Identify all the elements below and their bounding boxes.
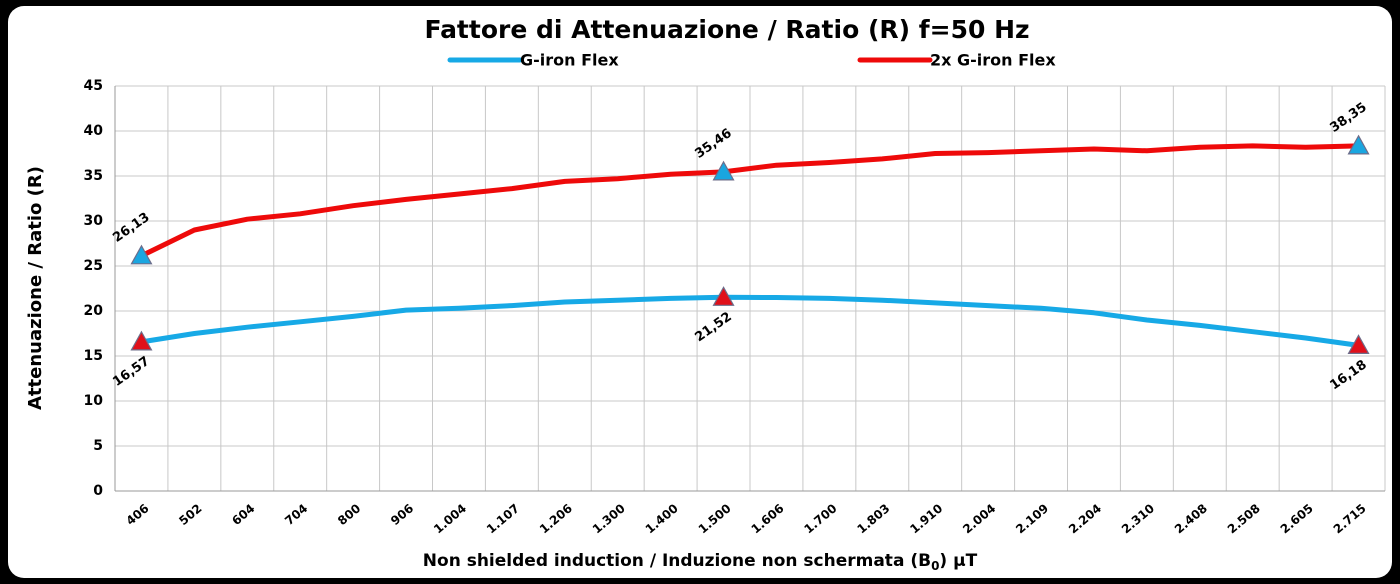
legend-label: G-iron Flex <box>520 51 619 70</box>
series-line <box>139 143 1361 259</box>
y-tick-label: 30 <box>84 213 104 229</box>
y-tick-label: 25 <box>84 258 103 274</box>
x-axis-label-part: ) µT <box>939 551 977 571</box>
y-tick-label: 20 <box>84 303 104 319</box>
marker <box>1347 334 1370 354</box>
marker <box>712 286 735 306</box>
marker <box>130 330 153 351</box>
marker <box>712 160 735 181</box>
y-tick-label: 10 <box>84 393 104 409</box>
y-tick-label: 40 <box>84 123 104 139</box>
y-axis-label: Attenuazione / Ratio (R) <box>25 166 46 410</box>
x-axis-label-part: Non shielded induction / Induzione non s… <box>423 551 931 571</box>
x-axis-label-sub: 0 <box>931 559 939 573</box>
y-tick-label: 0 <box>93 483 103 499</box>
legend-label: 2x G-iron Flex <box>930 51 1056 70</box>
marker <box>130 244 153 265</box>
y-tick-label: 35 <box>84 168 103 184</box>
y-tick-label: 15 <box>84 348 103 364</box>
y-tick-label: 45 <box>84 78 103 94</box>
chart-title: Fattore di Attenuazione / Ratio (R) f=50… <box>424 15 1029 44</box>
panel <box>8 6 1392 578</box>
x-axis-label: Non shielded induction / Induzione non s… <box>423 551 978 573</box>
series-line <box>139 294 1361 348</box>
marker <box>1347 134 1370 155</box>
y-tick-label: 5 <box>93 438 103 454</box>
